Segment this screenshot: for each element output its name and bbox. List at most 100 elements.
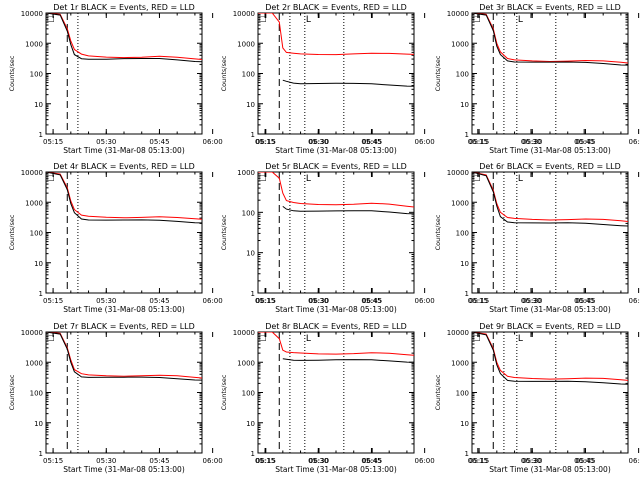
y-axis-label: Counts/sec bbox=[220, 214, 228, 250]
y-tick-label: 100 bbox=[242, 390, 255, 398]
x-tick-label: 05:30 bbox=[308, 297, 328, 305]
y-tick-label: 1 bbox=[39, 450, 43, 458]
x-tick-label: 05:30 bbox=[522, 297, 542, 305]
panel-title: Det 4r BLACK = Events, RED = LLD bbox=[53, 162, 195, 171]
y-tick-label: 1000 bbox=[237, 359, 255, 367]
x-axis-label: Start Time (31-Mar-08 05:13:00) bbox=[489, 465, 611, 474]
x-tick-label: 06:00 bbox=[629, 297, 640, 305]
x-tick-label: 06:00 bbox=[629, 138, 640, 146]
corner-mark-right: L bbox=[306, 174, 311, 184]
y-axis-label: Counts/sec bbox=[434, 374, 442, 410]
x-axis-label: Start Time (31-Mar-08 05:13:00) bbox=[63, 465, 185, 474]
y-tick-label: 100 bbox=[30, 390, 43, 398]
y-tick-label: 100 bbox=[30, 71, 43, 79]
x-tick-label: 06:30 bbox=[521, 457, 541, 465]
panel-2: Det 2r BLACK = Events, RED = LLD11010010… bbox=[220, 3, 594, 155]
x-tick-label: 06:15 bbox=[256, 138, 276, 146]
y-axis-label: Counts/sec bbox=[220, 374, 228, 410]
y-axis-label: Counts/sec bbox=[8, 374, 16, 410]
x-tick-label: 06:00 bbox=[415, 138, 435, 146]
y-tick-label: 10 bbox=[246, 250, 255, 258]
x-axis-label: Start Time (31-Mar-08 05:13:00) bbox=[489, 146, 611, 155]
y-tick-label: 100 bbox=[456, 390, 469, 398]
plot-frame bbox=[45, 171, 203, 294]
x-tick-label: 05:45 bbox=[149, 457, 169, 465]
series-line-events bbox=[46, 332, 202, 381]
x-tick-label: 05:45 bbox=[361, 138, 381, 146]
corner-mark-right: L bbox=[518, 15, 523, 25]
x-axis-label: Start Time (31-Mar-08 05:13:00) bbox=[63, 146, 185, 155]
x-tick-label: 06:45 bbox=[362, 138, 382, 146]
plot-frame bbox=[257, 12, 415, 135]
y-axis-label: Counts/sec bbox=[434, 55, 442, 91]
x-tick-label: 05:30 bbox=[308, 457, 328, 465]
x-tick-label: 06:45 bbox=[362, 457, 382, 465]
x-tick-label: 05:15 bbox=[255, 297, 275, 305]
corner-mark-right: L bbox=[518, 334, 523, 344]
panel-title: Det 2r BLACK = Events, RED = LLD bbox=[265, 3, 407, 12]
x-tick-label: 06:30 bbox=[309, 297, 329, 305]
y-tick-label: 10000 bbox=[21, 169, 43, 177]
y-tick-label: 1 bbox=[465, 131, 469, 139]
x-tick-label: 05:15 bbox=[469, 457, 489, 465]
y-tick-label: 10000 bbox=[21, 10, 43, 18]
plot-frame bbox=[471, 12, 629, 135]
x-axis-label: Start Time (31-Mar-08 05:13:00) bbox=[489, 305, 611, 314]
plot-frame bbox=[471, 171, 629, 294]
x-tick-label: 06:00 bbox=[415, 457, 435, 465]
y-axis-label: Counts/sec bbox=[434, 214, 442, 250]
series-line-events bbox=[472, 332, 628, 385]
series-line-lld bbox=[472, 332, 628, 381]
x-tick-label: 05:30 bbox=[96, 457, 116, 465]
x-tick-label: 05:15 bbox=[255, 138, 275, 146]
y-tick-label: 10 bbox=[246, 420, 255, 428]
x-tick-label: 06:00 bbox=[203, 297, 223, 305]
x-axis-label: Start Time (31-Mar-08 05:13:00) bbox=[275, 305, 397, 314]
series-line-lld bbox=[258, 332, 414, 356]
panel-title: Det 7r BLACK = Events, RED = LLD bbox=[53, 322, 195, 331]
x-tick-label: 06:15 bbox=[256, 297, 276, 305]
corner-mark-left: □ bbox=[47, 173, 55, 182]
y-tick-label: 1000 bbox=[25, 40, 43, 48]
series-line-lld bbox=[46, 172, 202, 220]
x-tick-label: 06:00 bbox=[203, 457, 223, 465]
series-line-events bbox=[282, 206, 414, 215]
panel-5: Det 5r BLACK = Events, RED = LLD11010010… bbox=[220, 162, 594, 314]
x-tick-label: 05:15 bbox=[43, 138, 63, 146]
panel-title: Det 8r BLACK = Events, RED = LLD bbox=[265, 322, 407, 331]
panel-title: Det 5r BLACK = Events, RED = LLD bbox=[265, 162, 407, 171]
x-tick-label: 05:30 bbox=[308, 138, 328, 146]
panel-title: Det 9r BLACK = Events, RED = LLD bbox=[479, 322, 621, 331]
panel-8: Det 8r BLACK = Events, RED = LLD 1 10 100 10… bbox=[220, 322, 594, 474]
series-line-events bbox=[472, 13, 628, 66]
y-tick-label: 1000 bbox=[25, 199, 43, 207]
panel-title: Det 6r BLACK = Events, RED = LLD bbox=[479, 162, 621, 171]
y-tick-label: 10000 bbox=[233, 10, 255, 18]
x-tick-label: 05:15 bbox=[469, 138, 489, 146]
y-tick-label: 10 bbox=[34, 101, 43, 109]
y-tick-label: 10 bbox=[34, 260, 43, 268]
y-tick-label: 1 bbox=[251, 450, 255, 458]
corner-mark-left: □ bbox=[259, 14, 267, 23]
plot-frame bbox=[257, 171, 415, 294]
x-tick-label: 05:45 bbox=[149, 297, 169, 305]
corner-mark-left: □ bbox=[47, 14, 55, 23]
panel-3: Det 3r BLACK = Events, RED = LLD 1 10 100 10… bbox=[434, 3, 640, 155]
y-tick-label: 1000 bbox=[25, 359, 43, 367]
y-tick-label: 10 bbox=[246, 101, 255, 109]
series-line-lld bbox=[46, 13, 202, 60]
x-tick-label: 06:00 bbox=[203, 138, 223, 146]
corner-mark-left: □ bbox=[259, 173, 267, 182]
x-tick-label: 06:15 bbox=[468, 297, 488, 305]
y-tick-label: 10000 bbox=[21, 329, 43, 337]
x-tick-label: 06:00 bbox=[415, 297, 435, 305]
series-line-lld bbox=[472, 13, 628, 64]
corner-mark-left: □ bbox=[473, 333, 481, 342]
x-tick-label: 05:15 bbox=[469, 297, 489, 305]
series-line-lld bbox=[258, 13, 414, 56]
series-line-lld bbox=[258, 172, 414, 208]
panel-title: Det 1r BLACK = Events, RED = LLD bbox=[53, 3, 195, 12]
y-tick-label: 1000 bbox=[451, 199, 469, 207]
panel-7: Det 7r BLACK = Events, RED = LLD11010010… bbox=[8, 322, 382, 474]
